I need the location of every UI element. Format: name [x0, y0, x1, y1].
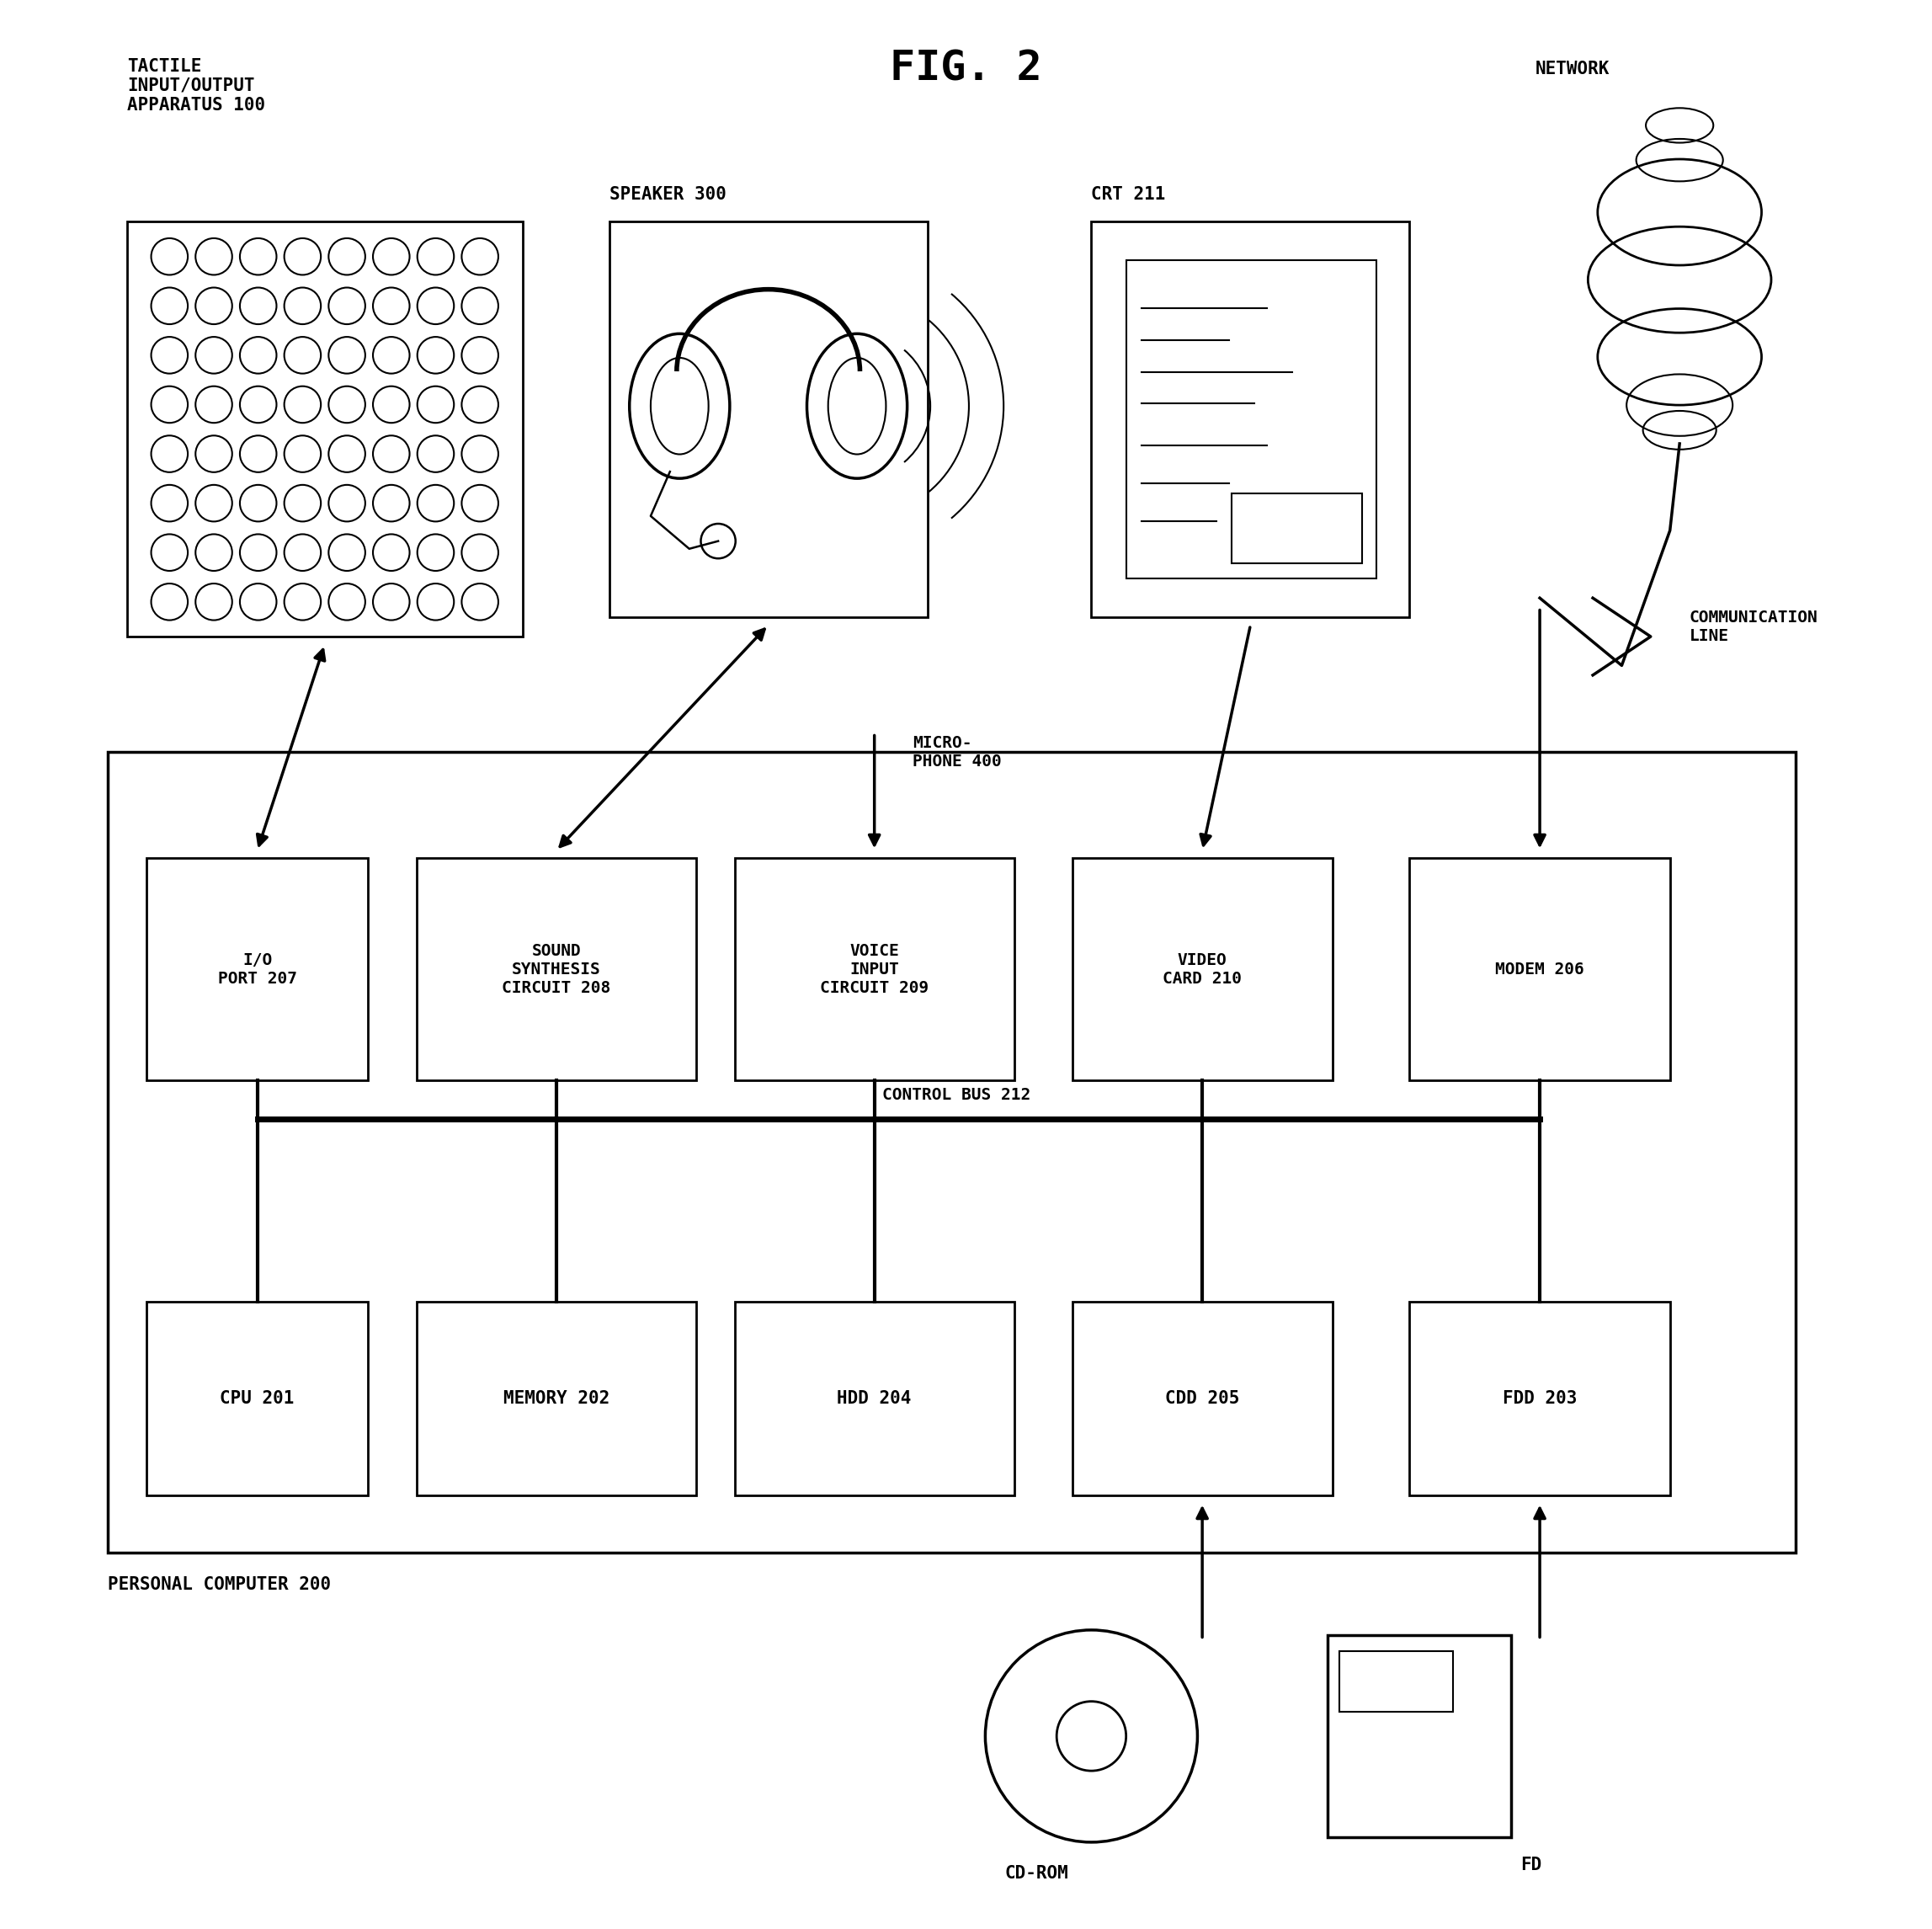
FancyBboxPatch shape [1092, 222, 1410, 617]
FancyBboxPatch shape [415, 1302, 696, 1495]
FancyBboxPatch shape [734, 1302, 1014, 1495]
Text: PERSONAL COMPUTER 200: PERSONAL COMPUTER 200 [108, 1576, 330, 1593]
FancyBboxPatch shape [1327, 1636, 1511, 1836]
Text: MEMORY 202: MEMORY 202 [502, 1391, 609, 1406]
Text: HDD 204: HDD 204 [837, 1391, 912, 1406]
Text: SPEAKER 300: SPEAKER 300 [609, 185, 726, 203]
FancyBboxPatch shape [147, 1302, 369, 1495]
FancyBboxPatch shape [1072, 1302, 1333, 1495]
Text: VIDEO
CARD 210: VIDEO CARD 210 [1163, 953, 1242, 986]
FancyBboxPatch shape [147, 858, 369, 1080]
Text: CONTROL BUS 212: CONTROL BUS 212 [883, 1088, 1030, 1103]
FancyBboxPatch shape [128, 222, 522, 637]
Text: CD-ROM: CD-ROM [1005, 1865, 1068, 1883]
FancyBboxPatch shape [1410, 1302, 1669, 1495]
Text: I/O
PORT 207: I/O PORT 207 [218, 953, 298, 986]
Text: CDD 205: CDD 205 [1165, 1391, 1240, 1406]
Text: VOICE
INPUT
CIRCUIT 209: VOICE INPUT CIRCUIT 209 [819, 943, 929, 995]
Text: FDD 203: FDD 203 [1503, 1391, 1577, 1406]
FancyBboxPatch shape [108, 752, 1795, 1553]
Text: TACTILE
INPUT/OUTPUT
APPARATUS 100: TACTILE INPUT/OUTPUT APPARATUS 100 [128, 58, 265, 114]
Text: FD: FD [1520, 1856, 1542, 1873]
FancyBboxPatch shape [734, 858, 1014, 1080]
FancyBboxPatch shape [1339, 1651, 1453, 1711]
FancyBboxPatch shape [1072, 858, 1333, 1080]
Text: MODEM 206: MODEM 206 [1495, 961, 1584, 978]
FancyBboxPatch shape [609, 222, 927, 617]
Text: FIG. 2: FIG. 2 [891, 48, 1041, 89]
Text: CPU 201: CPU 201 [220, 1391, 294, 1406]
FancyBboxPatch shape [1410, 858, 1669, 1080]
Text: SOUND
SYNTHESIS
CIRCUIT 208: SOUND SYNTHESIS CIRCUIT 208 [502, 943, 611, 995]
FancyBboxPatch shape [1126, 260, 1378, 579]
Text: NETWORK: NETWORK [1534, 60, 1609, 77]
FancyBboxPatch shape [1231, 494, 1362, 563]
FancyBboxPatch shape [415, 858, 696, 1080]
Text: CRT 211: CRT 211 [1092, 185, 1165, 203]
Text: MICRO-
PHONE 400: MICRO- PHONE 400 [914, 735, 1003, 770]
Text: COMMUNICATION
LINE: COMMUNICATION LINE [1689, 610, 1818, 644]
